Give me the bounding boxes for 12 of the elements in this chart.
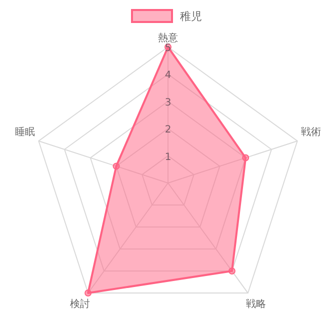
spoke-label: 睡眠	[14, 126, 35, 138]
spoke-label: 戦術	[301, 126, 322, 138]
spoke-label: 検討	[70, 298, 90, 310]
y-tick-label: 2	[164, 124, 172, 136]
y-tick-label: 4	[164, 70, 172, 82]
y-tick-label: 1	[164, 152, 172, 163]
legend-label: 稚児	[180, 10, 202, 23]
legend: 稚児	[131, 9, 202, 23]
y-tick-label: 5	[164, 43, 172, 54]
y-tick-label: 3	[164, 97, 172, 108]
spoke-label: 熱意	[158, 32, 178, 44]
spoke-label: 戦略	[246, 298, 266, 310]
